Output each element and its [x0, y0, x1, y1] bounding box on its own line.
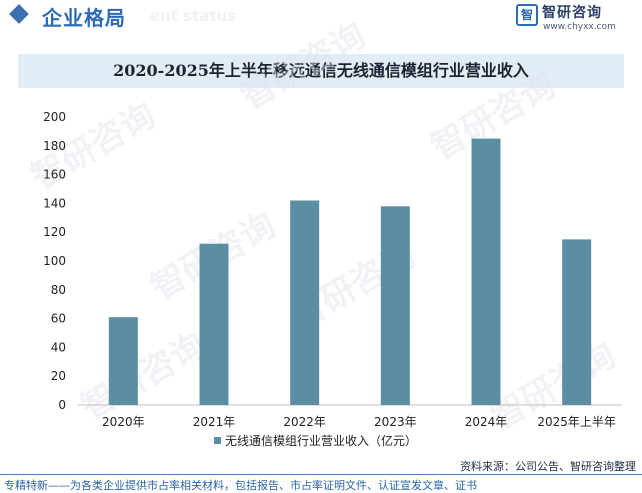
header-ghost-text: ent status: [150, 7, 237, 25]
footer-note: 专精特新——为各类企业提供市占率相关材料，包括报告、市占率证明文件、认证宣发文章…: [4, 479, 477, 492]
bar-1: [199, 243, 229, 405]
brand-logo: 智 智研咨询 www.chyxx.com: [514, 2, 634, 36]
legend-swatch: [214, 437, 221, 444]
bar-2: [290, 200, 320, 405]
y-tick-label: 160: [43, 168, 66, 182]
logo-mark-icon: 智: [516, 4, 538, 26]
y-tick-label: 140: [43, 196, 66, 210]
y-tick-label: 0: [58, 398, 66, 412]
y-tick-label: 100: [43, 254, 66, 268]
legend-label: 无线通信模组行业营业收入（亿元）: [225, 433, 417, 448]
x-tick-label: 2024年: [465, 415, 508, 429]
footer-divider: [0, 474, 642, 475]
y-tick-label: 180: [43, 139, 66, 153]
section-title: 企业格局: [42, 6, 126, 30]
y-tick-label: 60: [51, 312, 66, 326]
y-tick-label: 20: [51, 369, 66, 383]
bar-3: [380, 206, 410, 405]
section-header: 企业格局 ent status 智 智研咨询 www.chyxx.com: [0, 0, 642, 34]
bar-5: [562, 239, 592, 405]
logo-name: 智研咨询: [542, 5, 602, 21]
y-tick-label: 80: [51, 283, 66, 297]
x-tick-label: 2022年: [283, 415, 326, 429]
x-tick-label: 2023年: [374, 415, 417, 429]
logo-url: www.chyxx.com: [543, 22, 616, 32]
x-tick-label: 2021年: [193, 415, 236, 429]
watermark-3: 智研咨询: [75, 325, 213, 428]
source-note: 资料来源：公司公告、智研咨询整理: [460, 460, 636, 473]
bar-0: [108, 317, 138, 405]
bar-4: [471, 138, 501, 405]
y-tick-label: 200: [43, 110, 66, 124]
x-tick-label: 2020年: [102, 415, 145, 429]
y-tick-label: 40: [51, 340, 66, 354]
chart-title: 2020-2025年上半年移远通信无线通信模组行业营业收入: [113, 61, 529, 80]
watermark-1: 智研咨询: [235, 15, 373, 118]
y-tick-label: 120: [43, 225, 66, 239]
chart-title-band: 2020-2025年上半年移远通信无线通信模组行业营业收入: [18, 54, 624, 88]
x-tick-label: 2025年上半年: [537, 415, 616, 429]
